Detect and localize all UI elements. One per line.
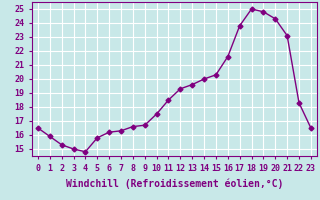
X-axis label: Windchill (Refroidissement éolien,°C): Windchill (Refroidissement éolien,°C) bbox=[66, 178, 283, 189]
